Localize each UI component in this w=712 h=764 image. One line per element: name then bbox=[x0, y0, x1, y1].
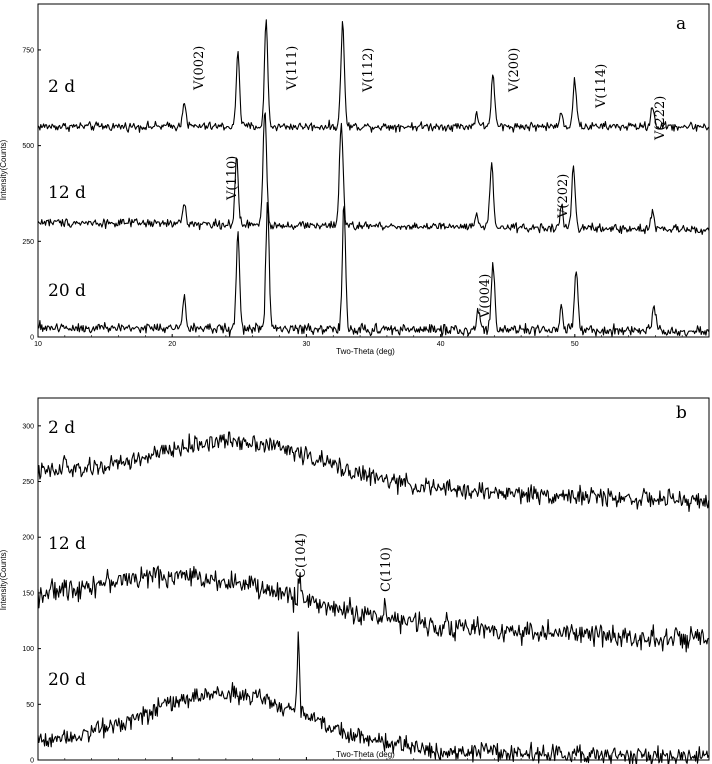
panel-b-sample-label-12d: 12 d bbox=[48, 534, 86, 554]
x-tick-label: 20 bbox=[168, 341, 176, 348]
peak-label-v111: V(111) bbox=[285, 46, 300, 91]
peak-label-v110: V(110) bbox=[225, 156, 240, 201]
panel-a-frame bbox=[37, 3, 710, 338]
panel-b-sample-label-20d: 20 d bbox=[48, 670, 86, 690]
peak-label-v114: V(114) bbox=[594, 64, 609, 109]
panel-a-sample-label-12d: 12 d bbox=[48, 183, 86, 203]
x-tick-label: 30 bbox=[303, 341, 311, 348]
panel-a-sample-label-20d: 20 d bbox=[48, 281, 86, 301]
series-line-b-20d bbox=[37, 631, 710, 764]
peak-label-v002: V(002) bbox=[192, 46, 207, 91]
peak-label-v004: V(004) bbox=[478, 274, 493, 319]
series-line-a-20d bbox=[37, 202, 710, 337]
y-tick-label: 250 bbox=[22, 479, 34, 486]
y-tick-label: 250 bbox=[22, 239, 34, 246]
panel-a-letter: a bbox=[676, 14, 686, 34]
y-tick-label: 150 bbox=[22, 590, 34, 597]
y-tick-label: 100 bbox=[22, 646, 34, 653]
series-line-a-2d bbox=[37, 19, 710, 133]
x-tick-label: 10 bbox=[34, 341, 42, 348]
series-line-b-12d bbox=[37, 565, 709, 653]
panel-a: 0 250 500 750 10 20 30 40 50 Two-Theta (deg) Inten… bbox=[0, 3, 710, 356]
panel-b-frame bbox=[37, 397, 710, 761]
y-axis-title: Intensity(Counts) bbox=[0, 139, 8, 200]
y-tick-label: 0 bbox=[30, 758, 34, 764]
panel-b-letter: b bbox=[676, 403, 687, 423]
panel-a-sample-label-2d: 2 d bbox=[48, 77, 75, 97]
x-tick-label: 50 bbox=[571, 341, 579, 348]
series-line-a-12d bbox=[37, 112, 710, 235]
x-axis-title: Two-Theta (deg) bbox=[336, 750, 395, 759]
y-tick-label: 200 bbox=[22, 535, 34, 542]
peak-label-c110: C(110) bbox=[379, 547, 394, 592]
peak-label-v202: V(202) bbox=[556, 174, 571, 219]
peak-label-c104: C(104) bbox=[294, 533, 309, 578]
peak-label-v112: V(112) bbox=[361, 48, 376, 93]
y-tick-label: 750 bbox=[22, 47, 34, 54]
x-axis-title: Two-Theta (deg) bbox=[336, 347, 395, 356]
series-line-b-2d bbox=[37, 431, 710, 512]
peak-label-v222: V(222) bbox=[653, 96, 668, 141]
y-tick-label: 0 bbox=[30, 335, 34, 342]
panel-b: 0501001502002503001020304050Two-Theta (d… bbox=[0, 397, 710, 764]
panel-b-sample-label-2d: 2 d bbox=[48, 418, 75, 438]
y-tick-label: 300 bbox=[22, 423, 34, 430]
y-tick-label: 50 bbox=[26, 702, 34, 709]
y-tick-label: 500 bbox=[22, 143, 34, 150]
y-axis-title: Intensity(Counts) bbox=[0, 549, 8, 610]
x-tick-label: 40 bbox=[437, 341, 445, 348]
peak-label-v200: V(200) bbox=[507, 48, 522, 93]
